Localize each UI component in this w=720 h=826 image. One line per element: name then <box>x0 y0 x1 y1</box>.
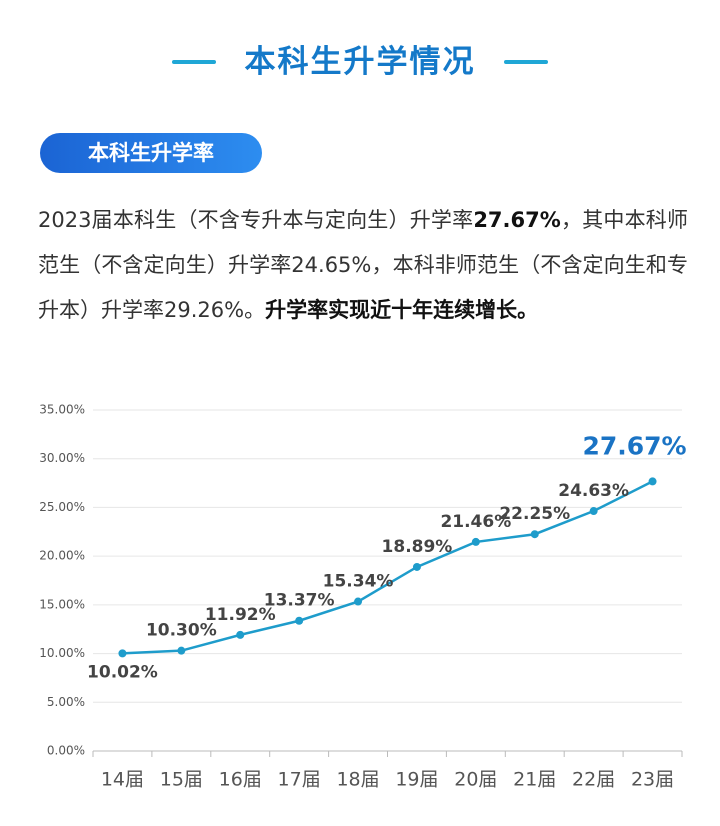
value-label: 15.34% <box>323 572 394 592</box>
x-tick-label: 17届 <box>278 769 321 791</box>
y-tick-label: 25.00% <box>39 500 85 514</box>
point <box>236 630 245 639</box>
x-tick-label: 16届 <box>219 769 262 791</box>
y-tick-label: 15.00% <box>39 597 85 611</box>
point <box>177 646 186 655</box>
section-tag: 本科生升学率 <box>40 133 262 173</box>
chart: 0.00% 5.00% 10.00% 15.00% 20.00% 25.00% 30.00%… <box>39 403 686 791</box>
value-label: 18.89% <box>382 537 453 557</box>
point <box>118 649 127 658</box>
point <box>530 530 539 539</box>
x-tick-label: 21届 <box>513 769 556 791</box>
x-tick-label: 20届 <box>454 769 497 791</box>
y-tick-label: 20.00% <box>39 549 85 563</box>
value-label: 11.92% <box>205 605 276 625</box>
text: 2023届本科生（不含专升本与定向生）升学率 <box>38 208 474 232</box>
y-tick-label: 10.00% <box>39 646 85 660</box>
title-dash <box>504 60 548 64</box>
bold-text: 升学率实现近十年连续增长。 <box>265 298 539 322</box>
y-tick-label: 35.00% <box>39 403 85 417</box>
line <box>122 480 654 655</box>
highlight-label: 27.67% <box>582 431 686 460</box>
text: ，其中本科师范生（不含定向生）升学率24.65%，本科非师范生（不含定向生和专升… <box>38 208 688 322</box>
point <box>412 562 421 571</box>
point <box>295 616 304 625</box>
x-tick-label: 23届 <box>631 769 674 791</box>
value-label: 22.25% <box>499 504 570 524</box>
x-tick-label: 18届 <box>336 769 379 791</box>
value-label: 24.63% <box>558 481 629 501</box>
summary-paragraph: 2023届本科生（不含专升本与定向生）升学率27.67%，其中本科师范生（不含定… <box>38 198 688 333</box>
point <box>471 537 480 546</box>
value-label: 10.30% <box>146 621 217 641</box>
value-label: 10.02% <box>87 662 158 682</box>
point <box>648 477 657 486</box>
point <box>354 597 363 606</box>
y-tick-label: 30.00% <box>39 451 85 465</box>
x-tick-label: 19届 <box>395 769 438 791</box>
x-tick-label: 22届 <box>572 769 615 791</box>
point <box>589 507 598 516</box>
x-tick-label: 15届 <box>160 769 203 791</box>
bold-text: 27.67% <box>473 208 561 232</box>
page-title: 本科生升学情况 <box>244 44 476 80</box>
y-tick-label: 5.00% <box>47 695 85 709</box>
x-tick-label: 14届 <box>101 769 144 791</box>
value-label: 13.37% <box>264 591 335 611</box>
title-dash <box>172 60 216 64</box>
y-tick-label: 0.00% <box>47 744 85 758</box>
value-label: 21.46% <box>440 512 511 532</box>
